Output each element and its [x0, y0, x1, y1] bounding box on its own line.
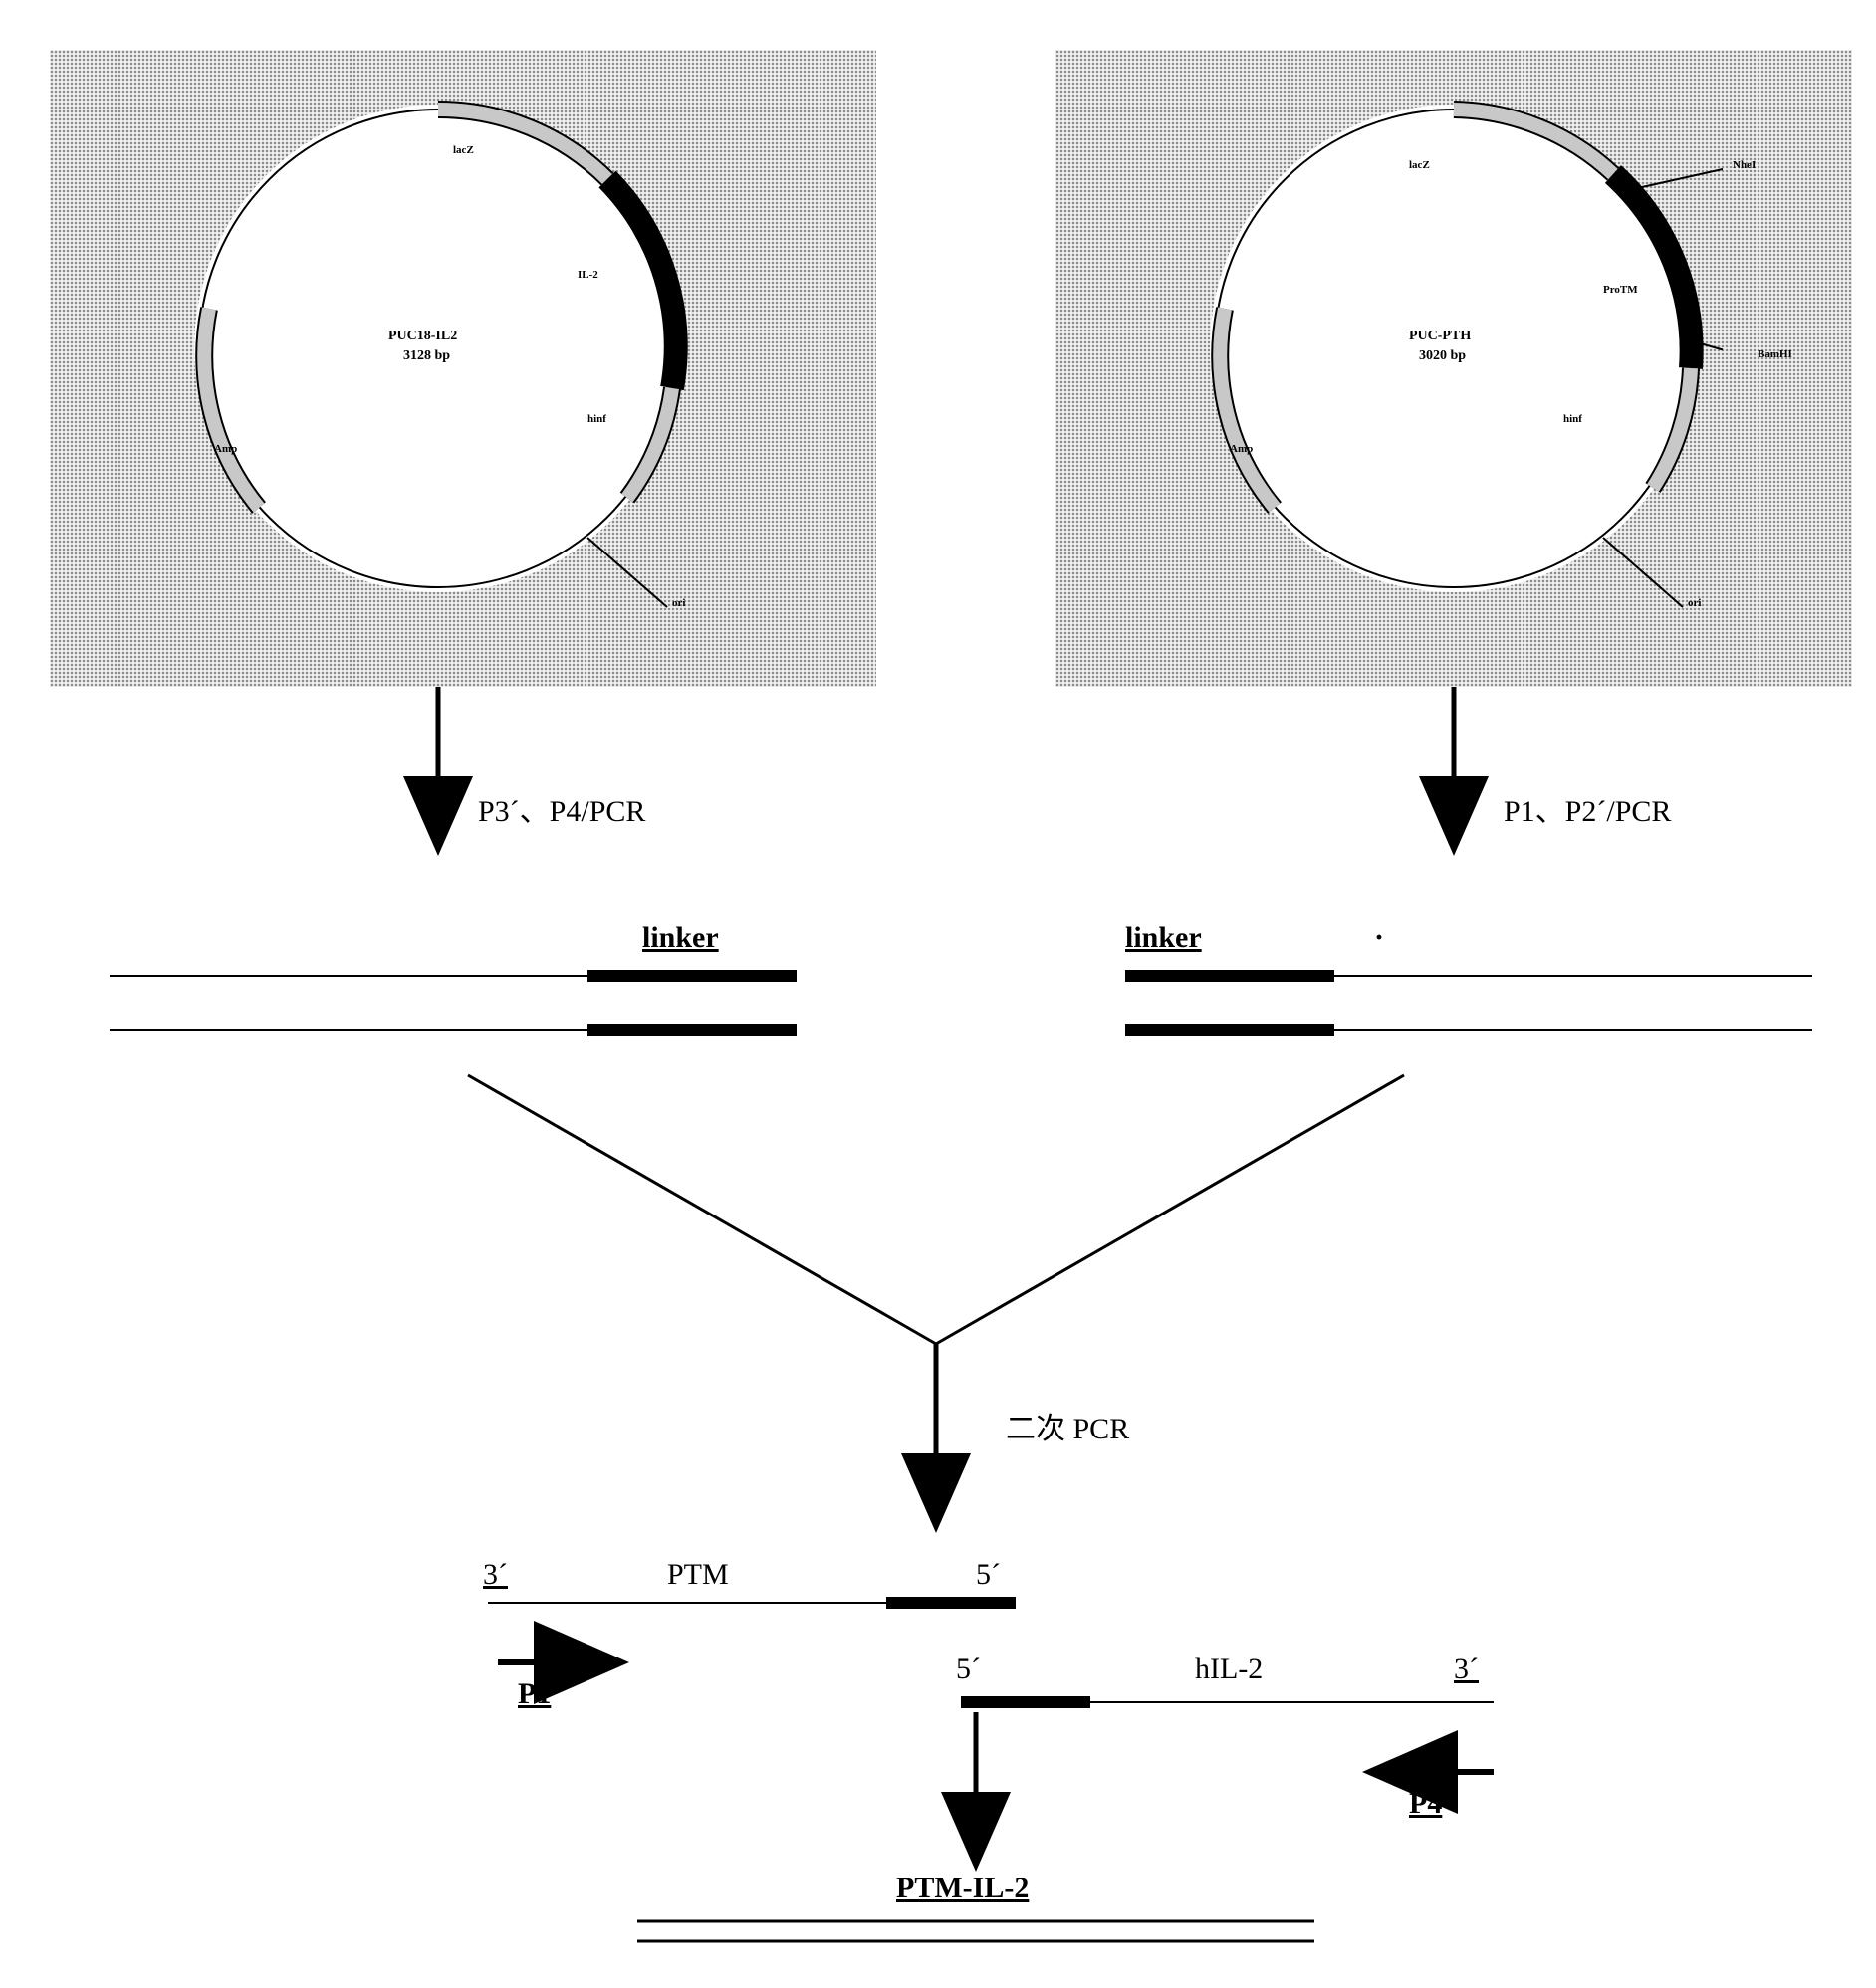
diagram-root: PUC18-IL2 3128 bp lacZ IL-2 hinf Amp ori… [20, 20, 1856, 1968]
il2-3prime: 3´ [1454, 1653, 1479, 1686]
dot-mark: · [1374, 921, 1384, 955]
plasmid-left-ori: ori [672, 597, 685, 609]
p4-primer: P4 [1409, 1787, 1442, 1821]
plasmid-right-name: PUC-PTH [1409, 329, 1471, 344]
plasmid-right-ori: ori [1688, 597, 1701, 609]
plasmid-left-amp: Amp [214, 443, 237, 455]
plasmid-right-lacZ: lacZ [1409, 159, 1430, 171]
pcr-label-right: P1、P2´/PCR [1504, 786, 1671, 830]
pcr-label-left: P3´、P4/PCR [478, 786, 645, 830]
plasmid-left-il2: IL-2 [578, 269, 598, 281]
plasmid-left-lacZ: lacZ [453, 144, 474, 156]
plasmid-left-size: 3128 bp [403, 348, 450, 364]
il2-5prime: 5´ [956, 1653, 981, 1686]
plasmid-right-proth: ProTM [1603, 284, 1638, 296]
plasmid-left-name: PUC18-IL2 [388, 329, 457, 344]
linker-left: linker [642, 921, 719, 955]
plasmid-right-size: 3020 bp [1419, 348, 1466, 364]
second-pcr-label: 二次 PCR [1006, 1404, 1129, 1447]
plasmid-right-bamhi: BamHI [1758, 348, 1792, 360]
ptm-name: PTM [667, 1558, 729, 1592]
p1-primer: P1 [518, 1677, 551, 1711]
il2-name: hIL-2 [1195, 1653, 1263, 1686]
ptm-3prime: 3´ [483, 1558, 508, 1592]
ptm-5prime: 5´ [976, 1558, 1001, 1592]
plasmid-right-nhe1: NheI [1733, 159, 1756, 171]
plasmid-right-hinf: hinf [1563, 413, 1582, 425]
plasmid-left-hinf: hinf [587, 413, 606, 425]
linker-right: linker [1125, 921, 1202, 955]
plasmid-right-amp: Amp [1230, 443, 1253, 455]
product-name: PTM-IL-2 [896, 1872, 1029, 1905]
